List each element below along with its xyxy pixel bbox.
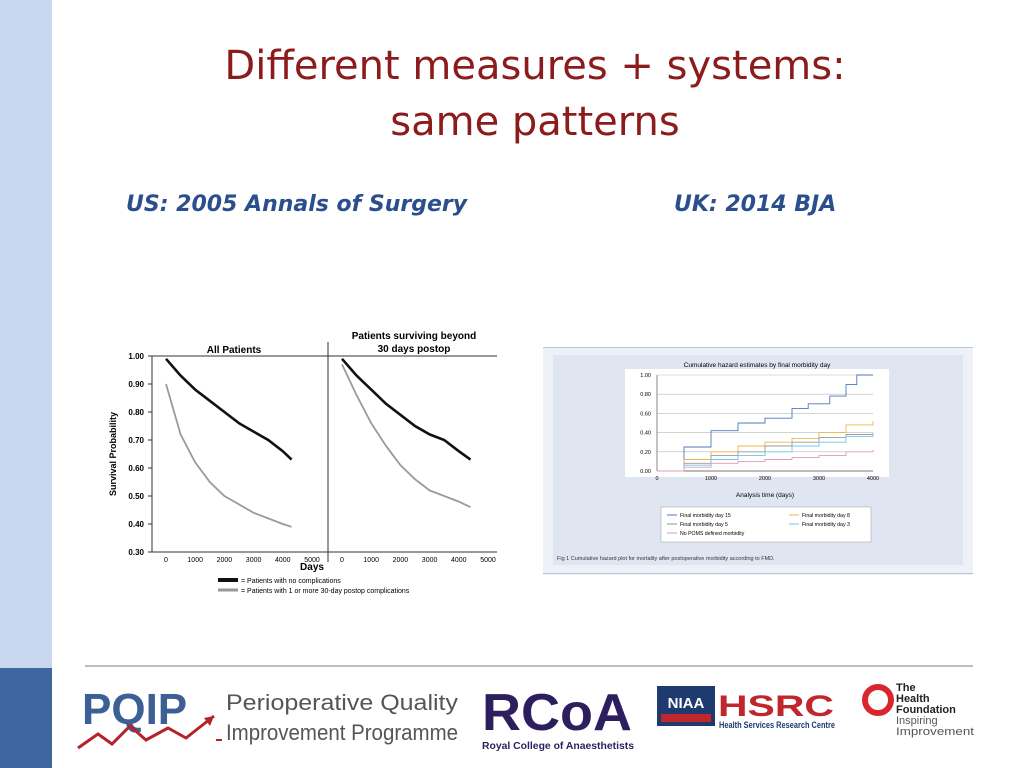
us-panel-1-series-2-line [165, 383, 292, 528]
rcoa-logo: RCoA Royal College of Anaesthetists [480, 676, 640, 760]
niaa-abbr: NIAA [668, 695, 705, 712]
uk-series-2-line [657, 421, 874, 472]
uk-series-4-line [657, 432, 874, 472]
pqip-arrow-icon [204, 716, 214, 726]
slide-title: Different measures + systems: same patte… [120, 38, 950, 150]
uk-x-tick-label: 3000 [813, 476, 825, 482]
subtitle-uk: UK: 2014 BJA [674, 192, 837, 217]
us-x-tick-label: 2000 [393, 557, 409, 564]
us-y-tick-label: 0.70 [128, 436, 144, 445]
us-legend: = Patients with no complications = Patie… [218, 578, 410, 595]
us-y-axis-label: Survival Probability [108, 412, 118, 496]
uk-y-tick-label: 0.00 [640, 469, 651, 475]
thf-line-4: Inspiring [896, 715, 938, 727]
uk-x-tick-label: 1000 [705, 476, 717, 482]
thf-line-1: The [896, 682, 916, 694]
us-legend-label-complications: = Patients with 1 or more 30-day postop … [241, 588, 410, 595]
us-panel-2-series-2-line [341, 364, 471, 509]
pqip-name-line-2: Improvement Programme [226, 720, 458, 745]
uk-x-tick-label: 4000 [867, 476, 879, 482]
uk-series-1-line [657, 374, 873, 472]
us-x-tick-label: 3000 [422, 557, 438, 564]
subtitle-us: US: 2005 Annals of Surgery [126, 192, 468, 217]
thf-line-2: Health [896, 693, 930, 705]
us-legend-label-no-complications: = Patients with no complications [241, 578, 341, 585]
uk-y-tick-label: 0.20 [640, 450, 651, 456]
thf-line-3: Foundation [896, 704, 956, 716]
uk-x-tick-label: 0 [655, 476, 658, 482]
hsrc-name: Health Services Research Centre [719, 720, 835, 730]
sidebar-accent-dark [0, 668, 52, 768]
us-x-tick-label: 0 [164, 557, 168, 564]
hsrc-abbr: HSRC [718, 690, 834, 723]
us-chart-frame [151, 342, 497, 562]
footer-divider [85, 665, 973, 667]
us-x-axis-label: Days [300, 562, 324, 573]
pqip-abbr: PQIP [82, 685, 187, 734]
title-line-1: Different measures + systems: [224, 43, 846, 89]
health-foundation-logo: The Health Foundation Inspiring Improvem… [860, 680, 978, 740]
health-foundation-ring-icon [862, 684, 894, 716]
uk-legend-label: Final morbidity day 3 [802, 522, 850, 528]
us-x-tick-label: 4000 [451, 557, 467, 564]
rcoa-abbr: RCoA [482, 684, 632, 742]
thf-line-5: Improvement [896, 726, 974, 738]
uk-legend-label: Final morbidity day 15 [680, 513, 731, 519]
uk-x-tick-label: 2000 [759, 476, 771, 482]
uk-legend-label: Final morbidity day 5 [680, 522, 728, 528]
uk-y-tick-label: 0.60 [640, 411, 651, 417]
uk-series-5-line [657, 449, 874, 472]
uk-y-tick-label: 1.00 [640, 373, 651, 379]
rcoa-name: Royal College of Anaesthetists [482, 740, 634, 752]
uk-legend-label: No POMS defined morbidity [680, 531, 745, 537]
uk-series-3-line [657, 434, 873, 472]
us-y-tick-label: 0.60 [128, 464, 144, 473]
us-y-tick-label: 0.40 [128, 520, 144, 529]
us-x-tick-label: 5000 [304, 557, 320, 564]
us-y-tick-label: 0.90 [128, 380, 144, 389]
us-panel-1-series-1-line [165, 357, 293, 461]
us-y-tick-label: 0.80 [128, 408, 144, 417]
title-line-2: same patterns [390, 99, 680, 145]
us-panel-right-title-1: Patients surviving beyond [352, 331, 476, 342]
us-x-tick-label: 4000 [275, 557, 291, 564]
uk-y-tick-label: 0.80 [640, 392, 651, 398]
us-survival-chart: All Patients Patients surviving beyond 3… [100, 322, 510, 600]
pqip-logo: PQIP Perioperative Quality Improvement P… [76, 678, 466, 758]
us-y-tick-label: 1.00 [128, 352, 144, 361]
us-panel-2-series-1-line [341, 357, 472, 461]
niaa-hsrc-logo: NIAA HSRC Health Services Research Centr… [657, 684, 839, 734]
sidebar-accent [0, 0, 52, 768]
uk-x-axis-label: Analysis time (days) [736, 492, 794, 499]
uk-y-tick-label: 0.40 [640, 431, 651, 437]
us-y-tick-label: 0.30 [128, 548, 144, 557]
us-x-tick-label: 1000 [363, 557, 379, 564]
us-panel-right-title-2: 30 days postop [378, 344, 451, 355]
us-x-tick-label: 1000 [187, 557, 203, 564]
us-x-tick-label: 5000 [480, 557, 496, 564]
uk-chart-title: Cumulative hazard estimates by final mor… [684, 362, 831, 369]
us-x-tick-label: 0 [340, 557, 344, 564]
uk-figure-caption: Fig 1 Cumulative hazard plot for mortali… [557, 556, 775, 562]
pqip-pulse-icon [77, 714, 215, 750]
us-x-tick-label: 3000 [246, 557, 262, 564]
pqip-name-line-1: Perioperative Quality [226, 690, 458, 715]
us-y-tick-label: 0.50 [128, 492, 144, 501]
uk-legend: Final morbidity day 15 Final morbidity da… [660, 506, 872, 543]
us-x-tick-label: 2000 [217, 557, 233, 564]
us-panel-left-title: All Patients [207, 345, 262, 356]
uk-hazard-chart: Cumulative hazard estimates by final mor… [543, 347, 973, 575]
uk-legend-label: Final morbidity day 8 [802, 513, 850, 519]
